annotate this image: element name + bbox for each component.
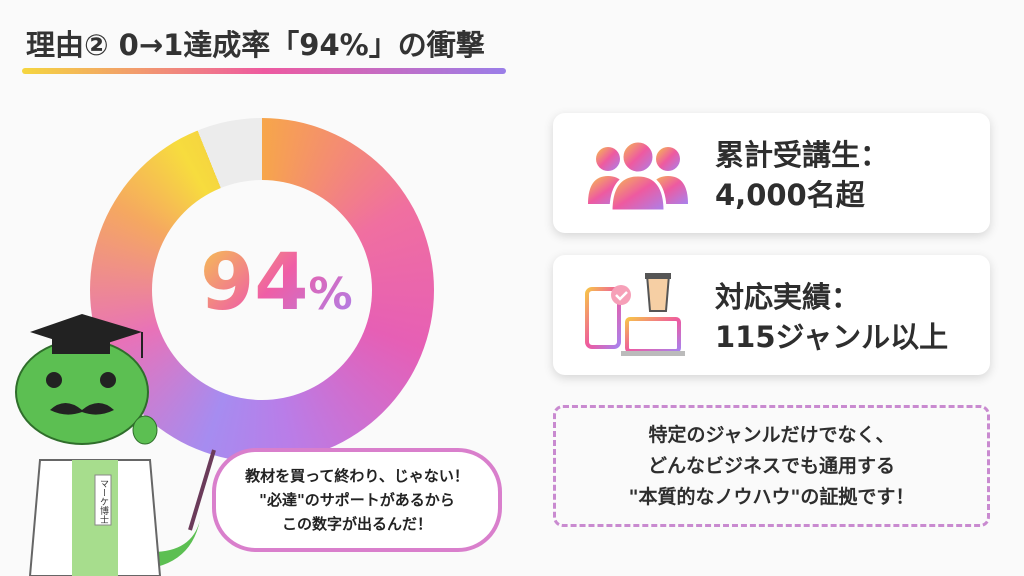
mascot-badge-text: マーケ博士 <box>98 478 108 524</box>
stat-card-genres: 対応実績： 115ジャンル以上 <box>553 255 990 375</box>
pointer-stick <box>188 449 216 531</box>
devices-coffee-icon <box>585 273 685 356</box>
donut-chart <box>90 118 434 462</box>
donut-hole <box>152 180 372 400</box>
stat-card-students: 累計受講生： 4,000名超 <box>553 113 990 233</box>
card-line2: 115ジャンル以上 <box>715 320 949 354</box>
speech-bubble: 教材を買って終わり、じゃない！ "必達"のサポートがあるから この数字が出るんだ！ <box>212 448 502 552</box>
name-badge <box>94 474 112 526</box>
bubble-line2: "必達"のサポートがあるから <box>259 491 455 509</box>
note-line3: "本質的なノウハウ"の証拠です！ <box>628 485 915 508</box>
users-icon <box>588 139 688 213</box>
card-line1: 累計受講生： <box>715 138 890 172</box>
note-line2: どんなビジネスでも通用する <box>647 454 895 477</box>
title-underline <box>22 68 506 74</box>
note-line1: 特定のジャンルだけでなく、 <box>648 423 895 446</box>
bubble-line3: この数字が出るんだ！ <box>281 515 432 533</box>
card-line1: 対応実績： <box>715 280 861 314</box>
mascot-dinosaur <box>15 314 216 576</box>
bubble-line1: 教材を買って終わり、じゃない！ <box>245 467 469 485</box>
note-box: 特定のジャンルだけでなく、 どんなビジネスでも通用する "本質的なノウハウ"の証拠で… <box>553 405 990 527</box>
percent-unit: % <box>308 269 353 320</box>
page-title: 理由② 0→1達成率「94%」の衝撃 <box>26 28 485 62</box>
card-line2: 4,000名超 <box>715 178 865 212</box>
